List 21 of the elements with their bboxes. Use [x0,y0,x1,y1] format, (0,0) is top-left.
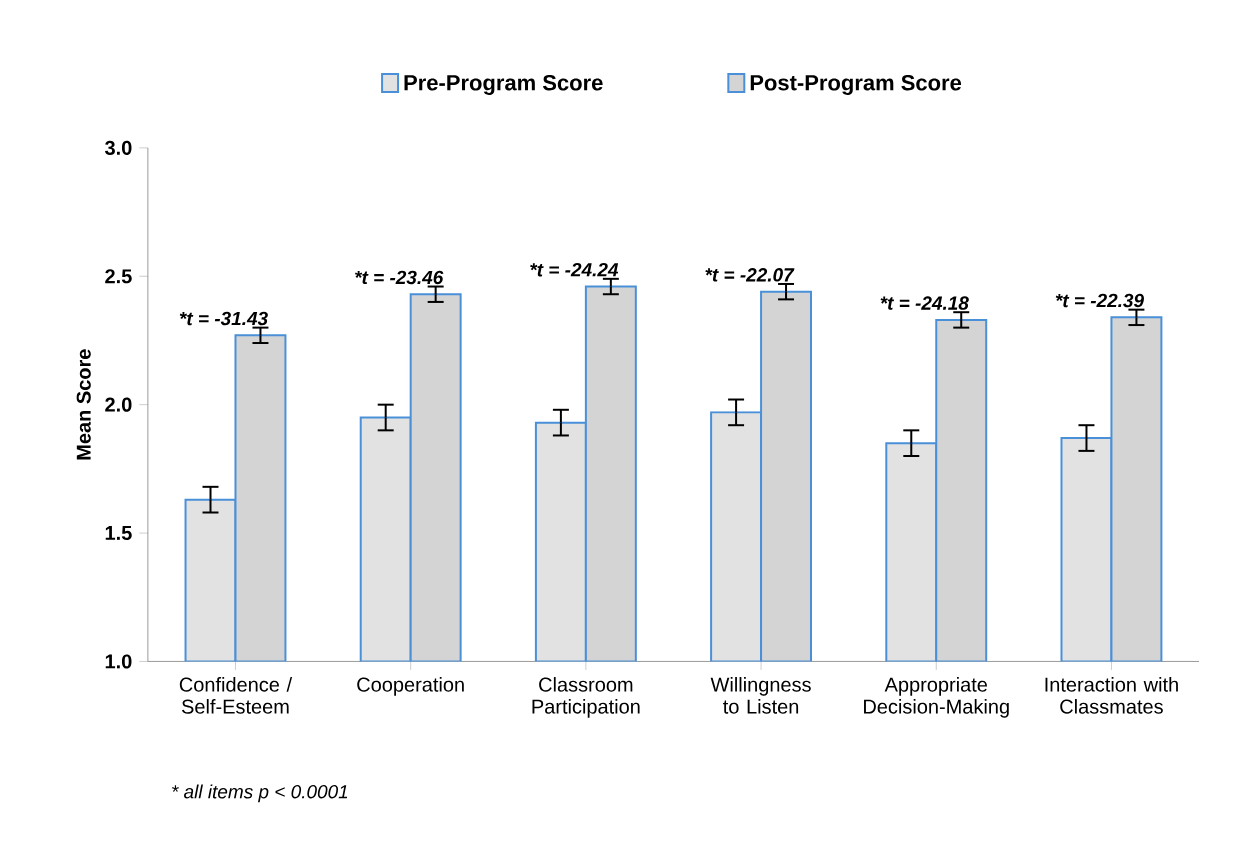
annotation: *t = -31.43 [179,311,268,326]
y-tick-label: 3.0 [104,140,132,155]
annotation: *t = -24.18 [880,296,969,310]
x-tick-label: Cooperation [357,676,464,696]
x-tick-label: Interaction with Classmates [1045,676,1178,714]
y-tick-label: 1.5 [105,525,132,540]
annotation: *t = -22.07 [705,267,795,282]
y-tick-label: 1.0 [105,654,132,669]
y-tick-label: 2.0 [105,397,132,412]
x-tick-label: Confidence / Self-Esteem [179,676,293,714]
annotation: *t = -24.24 [530,262,619,277]
legend-label: Post-Program Score [750,74,962,95]
legend-label: Pre-Program Score [404,74,603,95]
y-axis-title: Mean Score [76,349,91,460]
annotation: *t = -23.46 [354,270,444,284]
y-tick-label: 2.5 [105,269,132,284]
text: * all items p < 0.0001 [172,784,348,803]
x-tick-label: Classroom Participation [532,676,640,718]
annotation: *t = -22.39 [1055,293,1144,308]
x-tick-label: Appropriate Decision-Making [864,676,1009,718]
x-tick-label: Willingness to Listen [710,676,811,714]
